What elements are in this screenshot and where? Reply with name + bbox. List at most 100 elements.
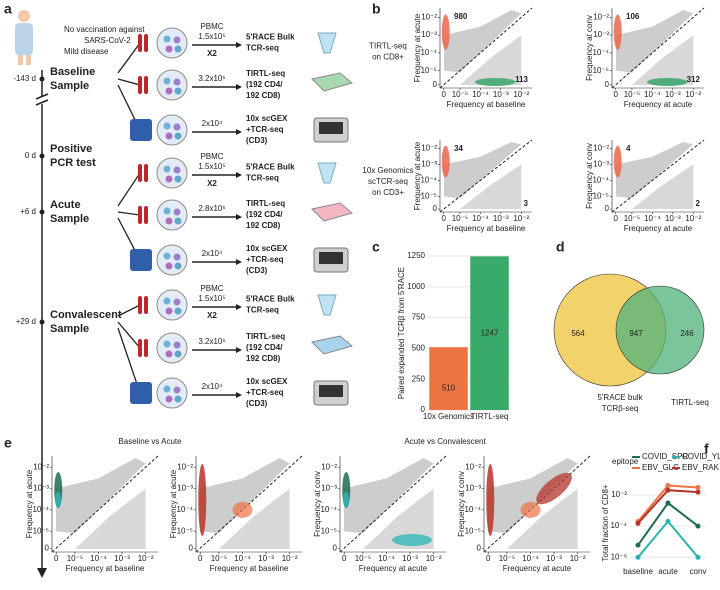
x-tick-label: 10⁻⁴ <box>378 554 395 563</box>
diagonal <box>339 455 447 553</box>
panel-label: a <box>4 1 12 17</box>
bar <box>429 347 468 410</box>
series-point <box>635 542 641 548</box>
cell <box>165 217 173 225</box>
timeline-dot <box>39 319 45 325</box>
x-tick-label: 10⁻² <box>282 554 298 563</box>
x-tick-label: 10⁻³ <box>402 554 418 563</box>
cell-dish <box>156 332 188 364</box>
series-point <box>665 518 671 524</box>
contracted-count: 312 <box>687 75 701 84</box>
expanded-cluster <box>441 145 450 178</box>
y-axis-label: Frequency at acute <box>25 469 34 538</box>
y-tick-label: 10⁻⁴ <box>464 505 481 514</box>
y-tick-label: 10⁻² <box>593 12 609 21</box>
method-text: 10x scGEX <box>246 114 288 123</box>
event-name: Sample <box>50 323 89 335</box>
expanded-cluster <box>613 145 622 178</box>
diagonal <box>51 455 159 553</box>
cell-dish <box>156 244 188 276</box>
timeline-dot <box>39 209 45 215</box>
legend-entry: EBV_RAK <box>682 463 720 472</box>
tube-icon <box>317 162 337 184</box>
epitope-cluster <box>343 492 350 508</box>
point-cloud <box>616 142 694 199</box>
cell <box>165 262 173 270</box>
patient-icon <box>15 10 33 65</box>
cell <box>173 253 181 261</box>
tube <box>138 164 142 182</box>
series-point <box>695 554 701 560</box>
instrument <box>130 382 152 404</box>
cell-count: 2x10⁴ <box>202 382 223 391</box>
x-tick-label: 10x Genomics <box>423 412 474 421</box>
epitope-cluster <box>232 501 253 518</box>
epitope-cluster <box>198 464 207 536</box>
method-text: +TCR-seq <box>246 125 284 134</box>
arrowhead <box>236 304 242 310</box>
series-point <box>695 484 701 490</box>
y-tick-label: 0 <box>421 405 426 414</box>
input-label: PBMC <box>200 22 223 31</box>
tube <box>138 296 142 314</box>
y-axis-label: Total fraction of CD8+ <box>601 484 610 561</box>
tube <box>138 339 142 357</box>
diagonal <box>611 139 705 213</box>
contracted-count: 3 <box>524 199 529 208</box>
venn-label: TCRβ-seq <box>602 404 639 413</box>
event-name: Sample <box>50 213 89 225</box>
point-cloud <box>459 35 522 85</box>
arrowhead <box>236 84 242 90</box>
instrument <box>130 249 152 271</box>
series-point <box>695 489 701 495</box>
y-tick-label: 10⁻² <box>177 462 193 471</box>
x-tick-label: 10⁻³ <box>665 214 681 223</box>
x-tick-label: acute <box>658 567 678 576</box>
epitope-cluster <box>536 472 572 505</box>
tube <box>138 76 142 94</box>
method-text: TIRTL-seq <box>246 332 285 341</box>
event-day: +6 d <box>20 207 36 216</box>
y-tick-label: 500 <box>412 344 426 353</box>
y-tick-label: 10⁻² <box>465 462 481 471</box>
series-point <box>665 487 671 493</box>
event-name: Baseline <box>50 66 95 78</box>
x-tick-label: 10⁻² <box>685 90 701 99</box>
x-tick-label: TIRTL-seq <box>471 412 509 421</box>
cell-count: 3.2x10⁶ <box>198 337 225 346</box>
method-text: 10x scGEX <box>246 377 288 386</box>
cell <box>173 386 181 394</box>
row-label: 10x Genomics <box>362 166 413 175</box>
cell <box>163 297 171 305</box>
x-tick-label: 10⁻² <box>513 214 529 223</box>
x-tick-label: 10⁻⁴ <box>644 214 661 223</box>
y-tick-label: 10⁻⁵ <box>321 526 337 535</box>
tube <box>144 34 148 52</box>
y-tick-label: 10⁻⁴ <box>592 48 609 57</box>
y-axis-label: Frequency at acute <box>413 13 422 82</box>
x-tick-label: 10⁻⁵ <box>211 554 227 563</box>
series-point <box>695 523 701 529</box>
method-text: TCR-seq <box>246 44 279 53</box>
y-tick-label: 1250 <box>407 251 425 260</box>
x-tick-label: 10⁻⁴ <box>522 554 539 563</box>
x-axis-label: Frequency at acute <box>359 564 428 573</box>
cell-dish <box>156 27 188 59</box>
method-text: TCR-seq <box>246 306 279 315</box>
plate-icon <box>310 202 354 222</box>
row-label: scTCR-seq <box>368 177 408 186</box>
point-cloud <box>631 35 694 85</box>
y-tick-label: 10⁻² <box>611 490 627 499</box>
point-cloud <box>200 458 290 534</box>
y-tick-label: 0 <box>605 204 610 213</box>
cell <box>163 77 171 85</box>
x-tick-label: 10⁻⁴ <box>234 554 251 563</box>
x-tick-label: 0 <box>486 554 491 563</box>
x-tick-label: 10⁻³ <box>493 90 509 99</box>
method-text: 10x scGEX <box>246 244 288 253</box>
cell <box>173 78 181 86</box>
plate-icon <box>310 72 354 92</box>
venn-label: 5'RACE bulk <box>597 393 643 402</box>
expanded-count: 980 <box>454 12 468 21</box>
y-tick-label: 10⁻⁵ <box>593 192 609 201</box>
